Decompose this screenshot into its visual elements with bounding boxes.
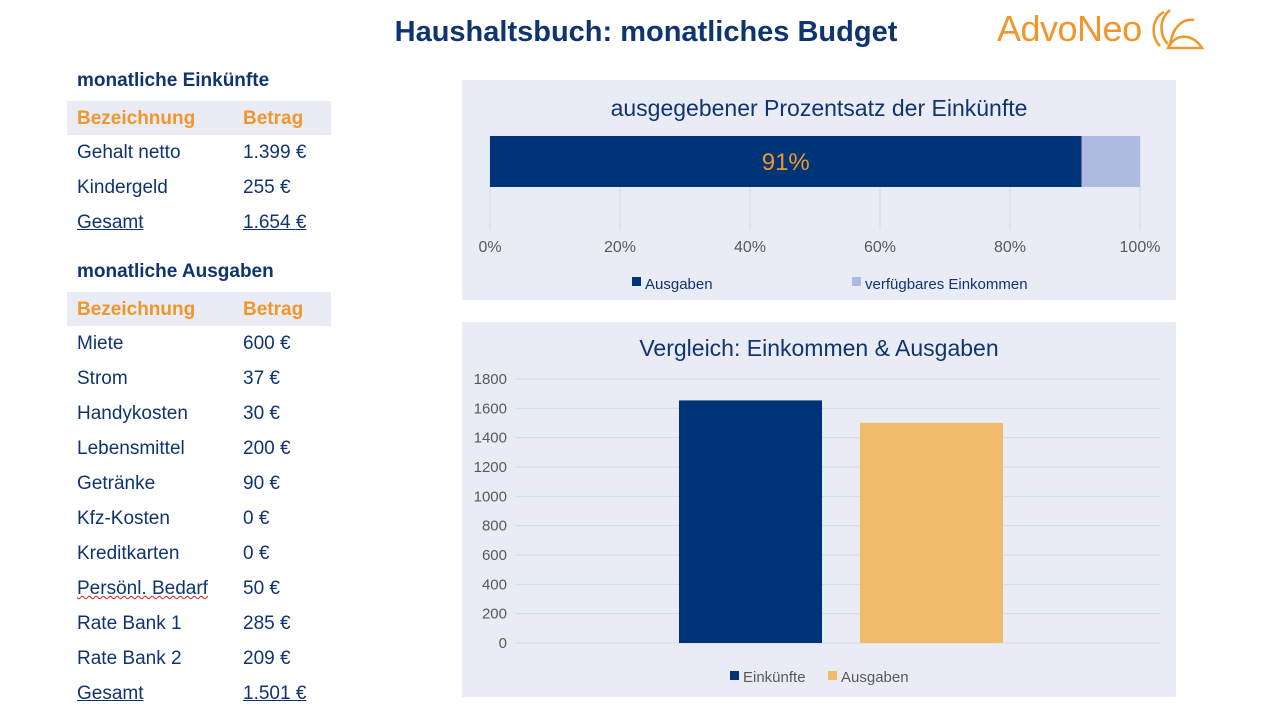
col-amount-header: Betrag bbox=[243, 108, 304, 129]
table-row: Strom 37 € bbox=[77, 368, 337, 398]
page-title: Haushaltsbuch: monatliches Budget bbox=[394, 16, 898, 48]
bar-ausgaben bbox=[860, 422, 1003, 643]
table-row: Kindergeld 255 € bbox=[77, 177, 337, 207]
table-row: Miete 600 € bbox=[77, 333, 337, 363]
tick-label: 800 bbox=[482, 518, 507, 535]
legend-marker bbox=[828, 671, 837, 680]
table-row: Rate Bank 2 209 € bbox=[77, 648, 337, 678]
item-amount: 0 € bbox=[243, 543, 270, 564]
table-row: Gehalt netto 1.399 € bbox=[77, 142, 337, 172]
item-amount: 50 € bbox=[243, 578, 280, 599]
tick-label: 1000 bbox=[474, 488, 507, 505]
tick-label: 200 bbox=[482, 606, 507, 623]
item-name: Strom bbox=[77, 368, 128, 389]
item-name: Rate Bank 1 bbox=[77, 613, 182, 634]
item-amount: 1.654 € bbox=[243, 212, 307, 233]
logo-leaf-icon bbox=[1152, 9, 1204, 50]
data-label: 91% bbox=[762, 149, 810, 176]
legend-label: verfügbares Einkommen bbox=[865, 276, 1028, 293]
item-name: Kindergeld bbox=[77, 177, 168, 198]
tick-label: 20% bbox=[604, 239, 636, 256]
item-name: Kreditkarten bbox=[77, 543, 180, 564]
item-name: Gesamt bbox=[77, 212, 144, 233]
item-amount: 1.399 € bbox=[243, 142, 307, 163]
tick-label: 1200 bbox=[474, 459, 507, 476]
col-amount-header: Betrag bbox=[243, 299, 304, 320]
legend-label: Einkünfte bbox=[743, 669, 806, 686]
percentage-chart: ausgegebener Prozentsatz der Einkünfte 0… bbox=[462, 80, 1176, 300]
tick-label: 1800 bbox=[474, 371, 507, 388]
table-row: Handykosten 30 € bbox=[77, 403, 337, 433]
tick-label: 1600 bbox=[474, 400, 507, 417]
table-row: Rate Bank 1 285 € bbox=[77, 613, 337, 643]
item-name: Miete bbox=[77, 333, 124, 354]
legend-label: Ausgaben bbox=[841, 669, 909, 686]
legend-marker bbox=[632, 277, 641, 286]
item-amount: 37 € bbox=[243, 368, 280, 389]
income-table-header: Bezeichnung Betrag bbox=[67, 101, 331, 135]
total-row: Gesamt 1.654 € bbox=[77, 212, 337, 242]
comparison-chart: Vergleich: Einkommen & Ausgaben 0 200 400 6… bbox=[462, 322, 1176, 697]
item-name: Gesamt bbox=[77, 683, 144, 704]
chart-title: Vergleich: Einkommen & Ausgaben bbox=[639, 335, 999, 361]
legend-marker bbox=[852, 277, 861, 286]
item-amount: 600 € bbox=[243, 333, 291, 354]
item-name: Gehalt netto bbox=[77, 142, 181, 163]
tick-label: 80% bbox=[994, 239, 1026, 256]
item-amount: 285 € bbox=[243, 613, 291, 634]
item-name: Getränke bbox=[77, 473, 156, 494]
item-amount: 0 € bbox=[243, 508, 270, 529]
chart-title: ausgegebener Prozentsatz der Einkünfte bbox=[610, 95, 1028, 121]
bar-einkünfte bbox=[679, 400, 822, 643]
table-row: Lebensmittel 200 € bbox=[77, 438, 337, 468]
bar-available bbox=[1081, 136, 1140, 187]
tick-label: 40% bbox=[734, 239, 766, 256]
item-amount: 255 € bbox=[243, 177, 291, 198]
logo-text: AdvoNeo bbox=[997, 8, 1142, 49]
bar-expenses bbox=[490, 136, 1082, 187]
item-amount: 90 € bbox=[243, 473, 280, 494]
table-row: Kreditkarten 0 € bbox=[77, 543, 337, 573]
tick-label: 100% bbox=[1120, 239, 1161, 256]
table-row: Kfz-Kosten 0 € bbox=[77, 508, 337, 538]
item-name: Persönl. Bedarf bbox=[77, 578, 208, 599]
item-name: Lebensmittel bbox=[77, 438, 185, 459]
expenses-table-header: Bezeichnung Betrag bbox=[67, 292, 331, 326]
legend-marker bbox=[730, 671, 739, 680]
tick-label: 1400 bbox=[474, 430, 507, 447]
item-name: Handykosten bbox=[77, 403, 188, 424]
tick-label: 400 bbox=[482, 576, 507, 593]
item-amount: 200 € bbox=[243, 438, 291, 459]
item-name: Rate Bank 2 bbox=[77, 648, 182, 669]
tick-label: 600 bbox=[482, 547, 507, 564]
item-name: Kfz-Kosten bbox=[77, 508, 170, 529]
expenses-heading: monatliche Ausgaben bbox=[77, 261, 274, 282]
table-row: Persönl. Bedarf 50 € bbox=[77, 578, 337, 608]
col-name-header: Bezeichnung bbox=[77, 299, 196, 320]
table-row: Getränke 90 € bbox=[77, 473, 337, 503]
item-amount: 30 € bbox=[243, 403, 280, 424]
total-row: Gesamt 1.501 € bbox=[77, 683, 337, 713]
logo: AdvoNeo bbox=[997, 8, 1204, 50]
legend-label: Ausgaben bbox=[645, 276, 713, 293]
tick-label: 60% bbox=[864, 239, 896, 256]
col-name-header: Bezeichnung bbox=[77, 108, 196, 129]
tick-label: 0% bbox=[478, 239, 501, 256]
item-amount: 1.501 € bbox=[243, 683, 307, 704]
tick-label: 0 bbox=[499, 635, 507, 652]
income-heading: monatliche Einkünfte bbox=[77, 70, 270, 91]
item-amount: 209 € bbox=[243, 648, 291, 669]
